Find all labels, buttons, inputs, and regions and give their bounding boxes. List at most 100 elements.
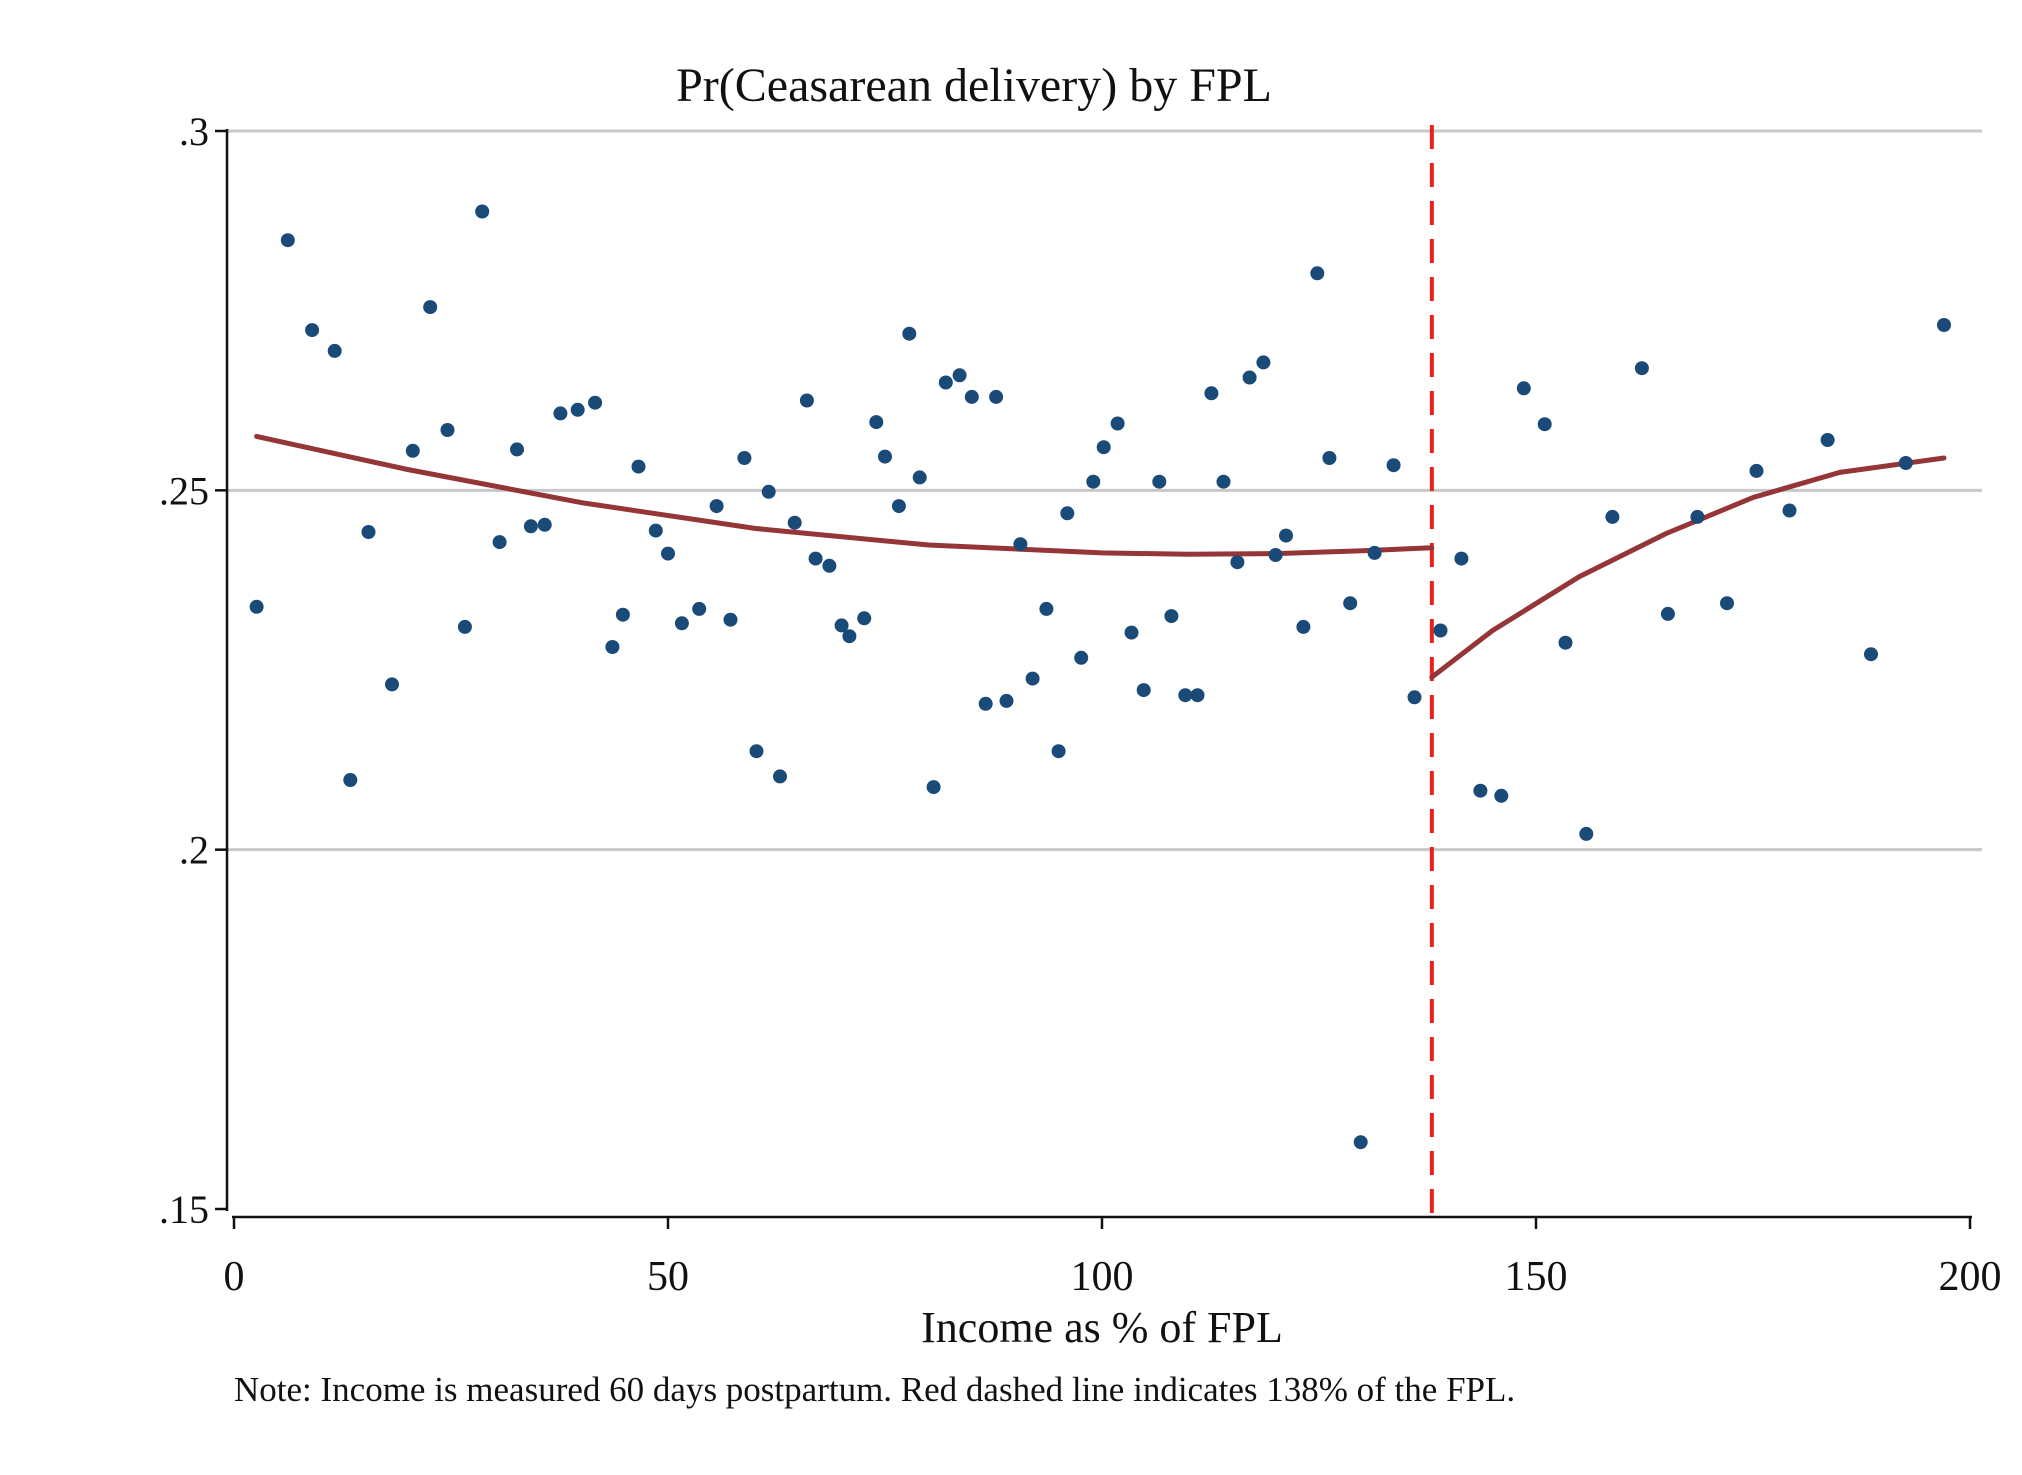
x-axis-label: Income as % of FPL [921, 1303, 1283, 1352]
data-point [1136, 683, 1151, 698]
data-point [1152, 474, 1167, 489]
data-point [1013, 537, 1028, 552]
data-point [405, 443, 420, 458]
data-point [1937, 318, 1951, 332]
data-point [305, 323, 320, 338]
data-point [938, 375, 953, 390]
data-point [808, 551, 823, 566]
data-point [902, 326, 917, 341]
data-point [1025, 671, 1040, 686]
data-point [1494, 788, 1509, 803]
data-point [1086, 474, 1101, 489]
data-point [1322, 451, 1337, 465]
data-point [1124, 625, 1139, 640]
axes: .15 .2 .25 .3 0 50 100 150 200 [159, 109, 2002, 1300]
data-point [749, 744, 764, 759]
fit-lines [254, 433, 1947, 680]
data-point [570, 402, 585, 417]
data-point [249, 599, 264, 614]
data-point [857, 611, 872, 626]
fit-line-below-cutoff [254, 433, 1435, 557]
data-point [492, 535, 507, 550]
data-point [605, 640, 620, 654]
data-point [280, 233, 295, 248]
chart-title: Pr(Ceasarean delivery) by FPL [676, 59, 1272, 112]
data-point [1864, 647, 1878, 662]
data-point [1353, 1135, 1368, 1150]
fit-line-above-cutoff [1429, 455, 1947, 680]
data-point [999, 693, 1014, 708]
data-point [1820, 433, 1835, 447]
data-point [1051, 744, 1066, 759]
scatter-points [249, 204, 1951, 1150]
data-point [1367, 545, 1382, 560]
y-tick-label: .25 [159, 468, 209, 513]
data-point [1230, 555, 1245, 570]
x-tick-label: 150 [1505, 1254, 1568, 1300]
x-tick-label: 50 [647, 1254, 689, 1300]
data-point [952, 368, 967, 383]
data-point [1216, 474, 1231, 489]
data-point [1782, 503, 1797, 518]
data-point [1898, 456, 1913, 470]
data-point [891, 499, 906, 514]
data-point [343, 773, 358, 787]
data-point [1454, 551, 1469, 566]
data-point [1164, 609, 1179, 624]
data-point [1690, 509, 1705, 524]
data-point [1343, 596, 1358, 611]
data-point [1060, 506, 1075, 521]
data-point [761, 484, 776, 499]
data-point [737, 451, 752, 465]
data-point [553, 406, 568, 421]
x-tick-label: 0 [224, 1254, 245, 1300]
x-tick-label: 200 [1939, 1254, 2002, 1300]
data-point [1296, 619, 1311, 634]
data-point [631, 459, 646, 474]
data-point [869, 415, 884, 430]
data-point [1433, 623, 1448, 638]
data-point [1178, 688, 1193, 703]
data-point [615, 607, 630, 622]
data-point [709, 499, 724, 514]
data-point [1110, 416, 1125, 431]
data-point [1749, 463, 1764, 478]
data-point [661, 546, 675, 561]
data-point [964, 389, 979, 404]
data-point [723, 612, 738, 627]
data-point [1473, 783, 1488, 798]
data-point [989, 389, 1004, 404]
data-point [1605, 509, 1620, 524]
data-point [1074, 650, 1089, 665]
data-point [787, 515, 802, 530]
data-point [457, 619, 472, 634]
y-tick-label: .2 [179, 828, 209, 873]
data-point [475, 204, 490, 219]
data-point [692, 601, 707, 616]
data-point [1720, 596, 1734, 611]
data-point [1558, 635, 1573, 650]
data-point [440, 423, 455, 437]
data-point [1386, 458, 1401, 473]
data-point [1096, 440, 1111, 455]
data-point [1279, 528, 1293, 543]
data-point [1310, 266, 1325, 281]
x-tick-label: 100 [1071, 1254, 1134, 1300]
data-point [878, 449, 892, 464]
footnote: Note: Income is measured 60 days postpar… [234, 1370, 1516, 1409]
data-point [1268, 548, 1283, 562]
data-point [1039, 601, 1054, 616]
data-point [926, 780, 941, 795]
data-point [1660, 606, 1675, 621]
data-point [1190, 688, 1205, 703]
data-point [1204, 386, 1219, 401]
data-point [1516, 381, 1531, 396]
y-tick-label: .3 [179, 109, 209, 154]
data-point [648, 523, 663, 538]
data-point [1634, 361, 1649, 376]
data-point [510, 442, 524, 457]
data-point [978, 696, 993, 711]
data-point [361, 525, 376, 539]
